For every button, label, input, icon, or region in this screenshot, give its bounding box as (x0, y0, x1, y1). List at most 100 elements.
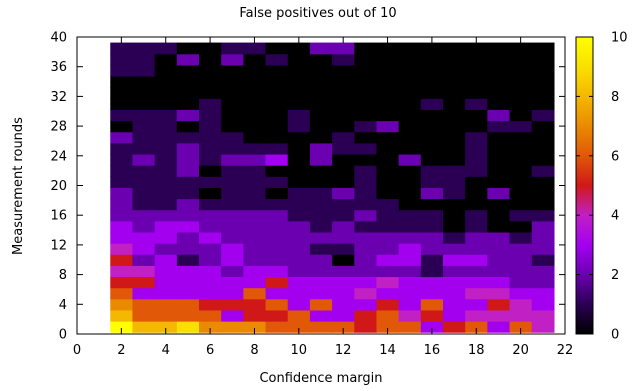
heatmap-cell (332, 209, 355, 222)
heatmap-cell (376, 309, 400, 322)
heatmap-cell (132, 87, 156, 99)
heatmap-cell (132, 109, 156, 122)
heatmap-cell (443, 209, 466, 222)
heatmap-cell (287, 64, 311, 77)
heatmap-cell (531, 109, 555, 122)
heatmap-cell (243, 42, 267, 55)
heatmap-cell (420, 187, 444, 200)
heatmap-cell (110, 53, 134, 66)
heatmap-cell (221, 109, 244, 122)
heatmap-cell (265, 165, 289, 177)
heatmap-cell (199, 198, 222, 211)
heatmap-cell (332, 87, 355, 99)
heatmap-cell (531, 131, 555, 144)
heatmap-cell (287, 321, 311, 333)
heatmap-cell (110, 298, 134, 311)
heatmap-cell (465, 287, 488, 300)
heatmap-cell (309, 42, 333, 55)
heatmap-cell (398, 153, 422, 166)
heatmap-cell (332, 53, 355, 66)
heatmap-cell (110, 276, 134, 289)
heatmap-cell (443, 187, 466, 200)
heatmap-cell (465, 243, 488, 255)
heatmap-cell (176, 131, 200, 144)
heatmap-cell (531, 64, 555, 77)
heatmap-cell (132, 298, 156, 311)
heatmap-cell (443, 42, 466, 55)
heatmap-cell (487, 220, 511, 233)
colorbar-tick-label: 4 (611, 209, 619, 224)
heatmap-cell (154, 309, 178, 322)
heatmap-cell (354, 276, 378, 289)
heatmap-cell (332, 220, 355, 233)
heatmap-cell (221, 42, 244, 55)
y-tick-label: 4 (59, 298, 67, 313)
heatmap-cell (221, 198, 244, 211)
heatmap-cell (420, 98, 444, 110)
heatmap-cell (443, 153, 466, 166)
heatmap-cell (354, 42, 378, 55)
heatmap-cell (309, 87, 333, 99)
heatmap-cell (221, 131, 244, 144)
heatmap-cell (132, 254, 156, 266)
heatmap-cell (309, 109, 333, 122)
heatmap-cell (332, 198, 355, 211)
heatmap-cell (376, 265, 400, 278)
x-tick-label: 14 (379, 343, 396, 358)
heatmap-cell (332, 254, 355, 266)
heatmap-cell (443, 165, 466, 177)
heatmap-cell (243, 265, 267, 278)
heatmap-cell (176, 142, 200, 155)
heatmap-cell (487, 254, 511, 266)
heatmap-cell (132, 131, 156, 144)
heatmap-cell (354, 243, 378, 255)
heatmap-cell (443, 87, 466, 99)
heatmap-cell (531, 75, 555, 88)
heatmap-cell (376, 153, 400, 166)
heatmap-cell (154, 75, 178, 88)
heatmap-cell (420, 53, 444, 66)
heatmap-cell (487, 187, 511, 200)
heatmap-cell (376, 109, 400, 122)
heatmap-cell (110, 109, 134, 122)
heatmap-cell (110, 309, 134, 322)
heatmap-cell (332, 120, 355, 133)
heatmap-cell (132, 53, 156, 66)
heatmap-cell (132, 265, 156, 278)
heatmap-cell (443, 265, 466, 278)
heatmap-cell (398, 243, 422, 255)
heatmap-cell (176, 231, 200, 244)
heatmap-cell (443, 231, 466, 244)
heatmap-cell (265, 109, 289, 122)
heatmap-cell (509, 153, 533, 166)
colorbar-tick-label: 8 (611, 90, 619, 105)
colorbar-tick-label: 2 (611, 268, 619, 283)
heatmap-cell (509, 42, 533, 55)
heatmap-cell (531, 187, 555, 200)
heatmap-cell (110, 165, 134, 177)
heatmap-cell (287, 198, 311, 211)
heatmap-cell (309, 298, 333, 311)
heatmap-cell (243, 276, 267, 289)
heatmap-cell (287, 53, 311, 66)
heatmap-cell (221, 75, 244, 88)
heatmap-cell (509, 165, 533, 177)
heatmap-cell (243, 321, 267, 333)
heatmap-cell (420, 309, 444, 322)
heatmap-cell (243, 131, 267, 144)
heatmap-cell (265, 131, 289, 144)
heatmap-cell (531, 209, 555, 222)
heatmap-cell (287, 276, 311, 289)
heatmap-cell (309, 231, 333, 244)
heatmap-cell (376, 98, 400, 110)
heatmap-cell (110, 243, 134, 255)
heatmap-cell (376, 131, 400, 144)
heatmap-cell (309, 131, 333, 144)
heatmap-cell (176, 109, 200, 122)
heatmap-cell (221, 220, 244, 233)
heatmap-cell (376, 209, 400, 222)
heatmap-cell (487, 321, 511, 333)
heatmap-cells (110, 42, 555, 333)
y-tick-label: 24 (50, 149, 67, 164)
heatmap-cell (154, 109, 178, 122)
